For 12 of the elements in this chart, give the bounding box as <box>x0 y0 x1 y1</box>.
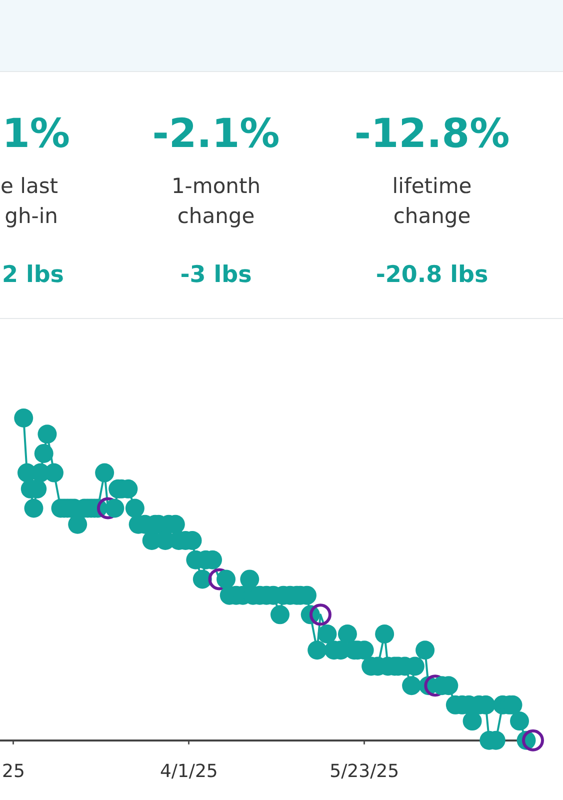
text: e last gh-in <box>0 173 58 230</box>
text: 1% <box>1 110 70 158</box>
x-tick-label: 5/23/25 <box>330 760 400 782</box>
text: 1-month change <box>170 173 262 230</box>
text: 2 lbs <box>0 261 64 290</box>
text: -2.1% <box>151 110 281 158</box>
text: -12.8% <box>353 110 511 158</box>
x-tick-label: 4/1/25 <box>160 760 218 782</box>
x-tick-label: 25 <box>2 760 25 782</box>
text: -20.8 lbs <box>374 261 490 290</box>
text: lifetime change <box>391 173 473 230</box>
text: -3 lbs <box>179 261 253 290</box>
